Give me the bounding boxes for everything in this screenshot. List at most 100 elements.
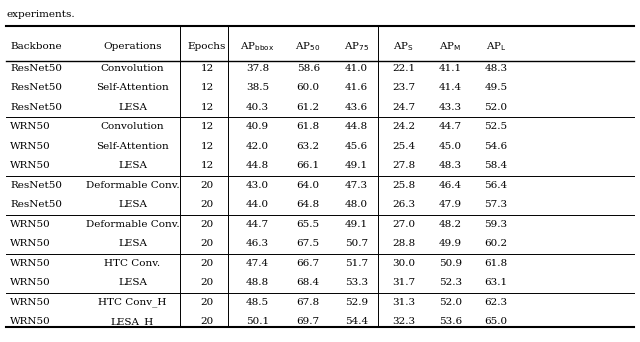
Text: 52.0: 52.0: [484, 103, 508, 112]
Text: 50.7: 50.7: [344, 239, 368, 248]
Text: 40.3: 40.3: [246, 103, 269, 112]
Text: 12: 12: [200, 122, 214, 131]
Text: AP$_{\rm S}$: AP$_{\rm S}$: [393, 40, 414, 53]
Text: 65.5: 65.5: [296, 220, 320, 229]
Text: 20: 20: [200, 239, 214, 248]
Text: AP$_{75}$: AP$_{75}$: [344, 40, 369, 53]
Text: 20: 20: [200, 298, 214, 307]
Text: AP$_{50}$: AP$_{50}$: [296, 40, 321, 53]
Text: AP$_{\rm M}$: AP$_{\rm M}$: [439, 40, 461, 53]
Text: HTC Conv_H: HTC Conv_H: [99, 298, 166, 307]
Text: experiments.: experiments.: [6, 10, 75, 19]
Text: Convolution: Convolution: [100, 122, 164, 131]
Text: 22.1: 22.1: [392, 64, 415, 73]
Text: 48.5: 48.5: [246, 298, 269, 307]
Text: WRN50: WRN50: [10, 220, 51, 229]
Text: Self-Attention: Self-Attention: [96, 83, 169, 92]
Text: WRN50: WRN50: [10, 259, 51, 268]
Text: WRN50: WRN50: [10, 161, 51, 170]
Text: 48.3: 48.3: [484, 64, 508, 73]
Text: LESA: LESA: [118, 200, 147, 209]
Text: 49.1: 49.1: [344, 220, 368, 229]
Text: 41.1: 41.1: [438, 64, 462, 73]
Text: LESA: LESA: [118, 239, 147, 248]
Text: 52.5: 52.5: [484, 122, 508, 131]
Text: WRN50: WRN50: [10, 239, 51, 248]
Text: ResNet50: ResNet50: [10, 103, 62, 112]
Text: 48.3: 48.3: [438, 161, 462, 170]
Text: 47.9: 47.9: [438, 200, 462, 209]
Text: 41.4: 41.4: [438, 83, 462, 92]
Text: ResNet50: ResNet50: [10, 64, 62, 73]
Text: 20: 20: [200, 200, 214, 209]
Text: 63.1: 63.1: [484, 278, 508, 287]
Text: 52.0: 52.0: [438, 298, 462, 307]
Text: 41.0: 41.0: [344, 64, 368, 73]
Text: 49.1: 49.1: [344, 161, 368, 170]
Text: LESA: LESA: [118, 278, 147, 287]
Text: 63.2: 63.2: [296, 142, 320, 151]
Text: Backbone: Backbone: [10, 42, 62, 51]
Text: 26.3: 26.3: [392, 200, 415, 209]
Text: 25.8: 25.8: [392, 181, 415, 190]
Text: 42.0: 42.0: [246, 142, 269, 151]
Text: AP$_{\rm L}$: AP$_{\rm L}$: [486, 40, 506, 53]
Text: 53.6: 53.6: [438, 317, 462, 326]
Text: ResNet50: ResNet50: [10, 200, 62, 209]
Text: WRN50: WRN50: [10, 122, 51, 131]
Text: 64.0: 64.0: [296, 181, 320, 190]
Text: 46.3: 46.3: [246, 239, 269, 248]
Text: 66.7: 66.7: [296, 259, 320, 268]
Text: 27.0: 27.0: [392, 220, 415, 229]
Text: 50.9: 50.9: [438, 259, 462, 268]
Text: 43.0: 43.0: [246, 181, 269, 190]
Text: 59.3: 59.3: [484, 220, 508, 229]
Text: 32.3: 32.3: [392, 317, 415, 326]
Text: 12: 12: [200, 83, 214, 92]
Text: 41.6: 41.6: [344, 83, 368, 92]
Text: WRN50: WRN50: [10, 298, 51, 307]
Text: 20: 20: [200, 220, 214, 229]
Text: 47.3: 47.3: [344, 181, 368, 190]
Text: 40.9: 40.9: [246, 122, 269, 131]
Text: 44.8: 44.8: [246, 161, 269, 170]
Text: 61.8: 61.8: [484, 259, 508, 268]
Text: 43.3: 43.3: [438, 103, 462, 112]
Text: LESA: LESA: [118, 103, 147, 112]
Text: 64.8: 64.8: [296, 200, 320, 209]
Text: 37.8: 37.8: [246, 64, 269, 73]
Text: 38.5: 38.5: [246, 83, 269, 92]
Text: 62.3: 62.3: [484, 298, 508, 307]
Text: Self-Attention: Self-Attention: [96, 142, 169, 151]
Text: 48.2: 48.2: [438, 220, 462, 229]
Text: Operations: Operations: [103, 42, 162, 51]
Text: 12: 12: [200, 142, 214, 151]
Text: 44.8: 44.8: [344, 122, 368, 131]
Text: 12: 12: [200, 161, 214, 170]
Text: 48.8: 48.8: [246, 278, 269, 287]
Text: LESA_H: LESA_H: [111, 317, 154, 327]
Text: 44.7: 44.7: [246, 220, 269, 229]
Text: 20: 20: [200, 278, 214, 287]
Text: 61.8: 61.8: [296, 122, 320, 131]
Text: 45.6: 45.6: [344, 142, 368, 151]
Text: WRN50: WRN50: [10, 278, 51, 287]
Text: 43.6: 43.6: [344, 103, 368, 112]
Text: 66.1: 66.1: [296, 161, 320, 170]
Text: 67.5: 67.5: [296, 239, 320, 248]
Text: 24.7: 24.7: [392, 103, 415, 112]
Text: Convolution: Convolution: [100, 64, 164, 73]
Text: 20: 20: [200, 259, 214, 268]
Text: 57.3: 57.3: [484, 200, 508, 209]
Text: ResNet50: ResNet50: [10, 83, 62, 92]
Text: 12: 12: [200, 64, 214, 73]
Text: ResNet50: ResNet50: [10, 181, 62, 190]
Text: 52.3: 52.3: [438, 278, 462, 287]
Text: 47.4: 47.4: [246, 259, 269, 268]
Text: 53.3: 53.3: [344, 278, 368, 287]
Text: Epochs: Epochs: [188, 42, 226, 51]
Text: 51.7: 51.7: [344, 259, 368, 268]
Text: 52.9: 52.9: [344, 298, 368, 307]
Text: 49.5: 49.5: [484, 83, 508, 92]
Text: 12: 12: [200, 103, 214, 112]
